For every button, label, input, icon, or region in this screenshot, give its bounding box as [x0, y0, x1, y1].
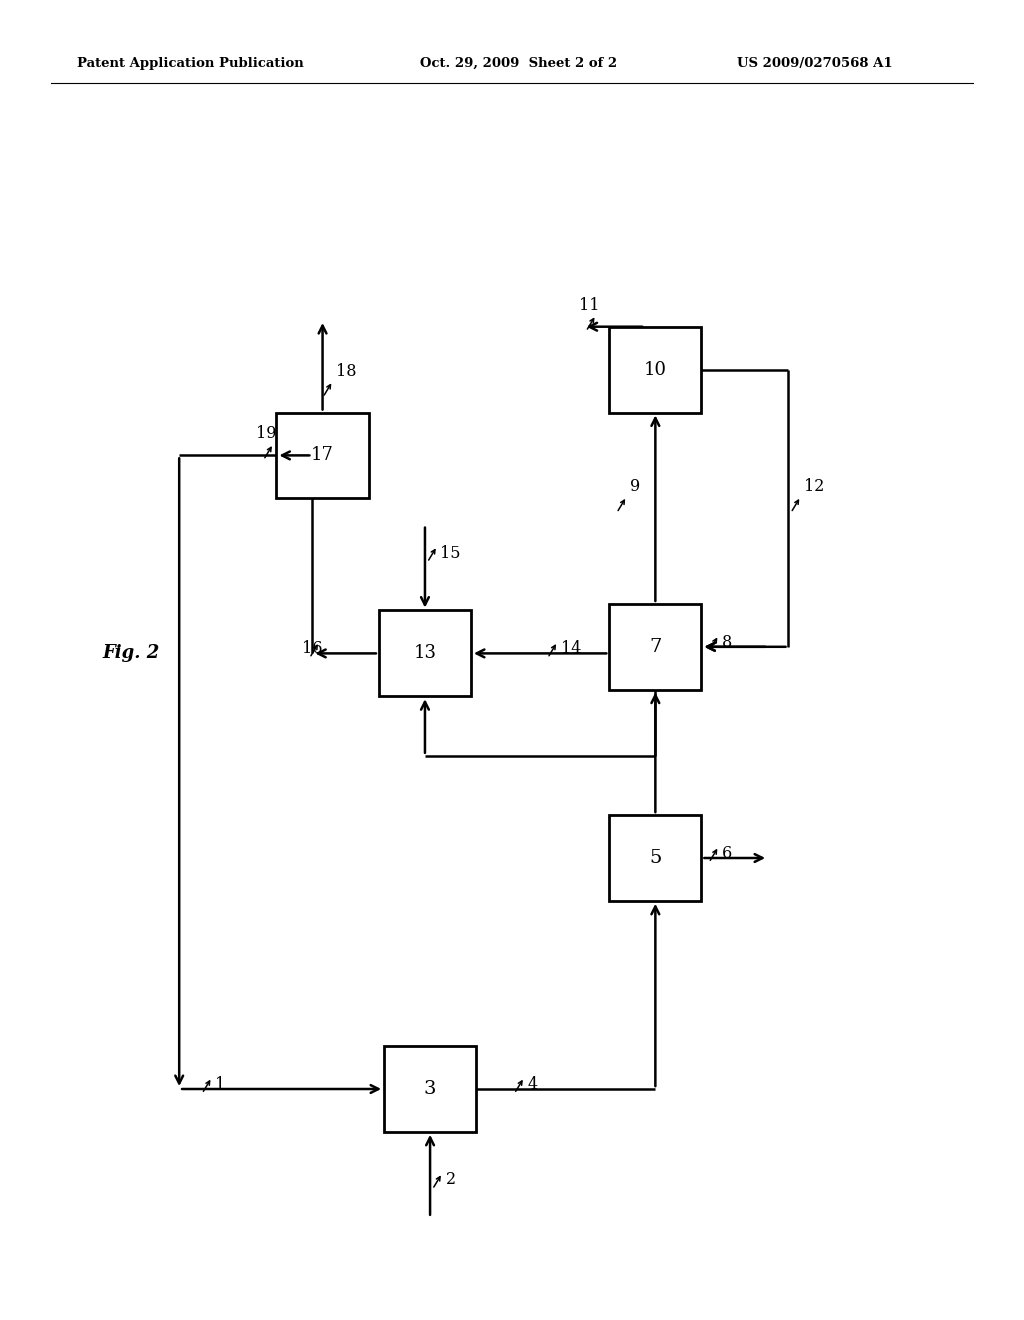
Text: 13: 13 [414, 644, 436, 663]
Text: 15: 15 [440, 544, 461, 561]
Text: 6: 6 [722, 845, 732, 862]
Text: 12: 12 [804, 478, 824, 495]
Text: 4: 4 [527, 1076, 538, 1093]
Text: 19: 19 [256, 425, 276, 442]
Bar [609, 327, 701, 412]
Bar [609, 605, 701, 689]
Bar [379, 610, 471, 697]
Text: 17: 17 [311, 446, 334, 465]
Text: 1: 1 [215, 1076, 225, 1093]
Text: 8: 8 [722, 634, 732, 651]
Text: 16: 16 [302, 640, 323, 657]
Text: US 2009/0270568 A1: US 2009/0270568 A1 [737, 57, 893, 70]
Text: 7: 7 [649, 638, 662, 656]
Bar [276, 412, 369, 498]
Text: 3: 3 [424, 1080, 436, 1098]
Text: 18: 18 [336, 363, 356, 380]
Text: 2: 2 [445, 1172, 456, 1188]
Text: 9: 9 [630, 478, 640, 495]
Text: 14: 14 [561, 640, 581, 657]
Bar [384, 1045, 476, 1133]
Text: Patent Application Publication: Patent Application Publication [77, 57, 303, 70]
Text: Oct. 29, 2009  Sheet 2 of 2: Oct. 29, 2009 Sheet 2 of 2 [420, 57, 617, 70]
Text: 10: 10 [644, 360, 667, 379]
Bar [609, 814, 701, 900]
Text: 11: 11 [579, 297, 599, 314]
Text: 5: 5 [649, 849, 662, 867]
Text: Fig. 2: Fig. 2 [102, 644, 160, 663]
